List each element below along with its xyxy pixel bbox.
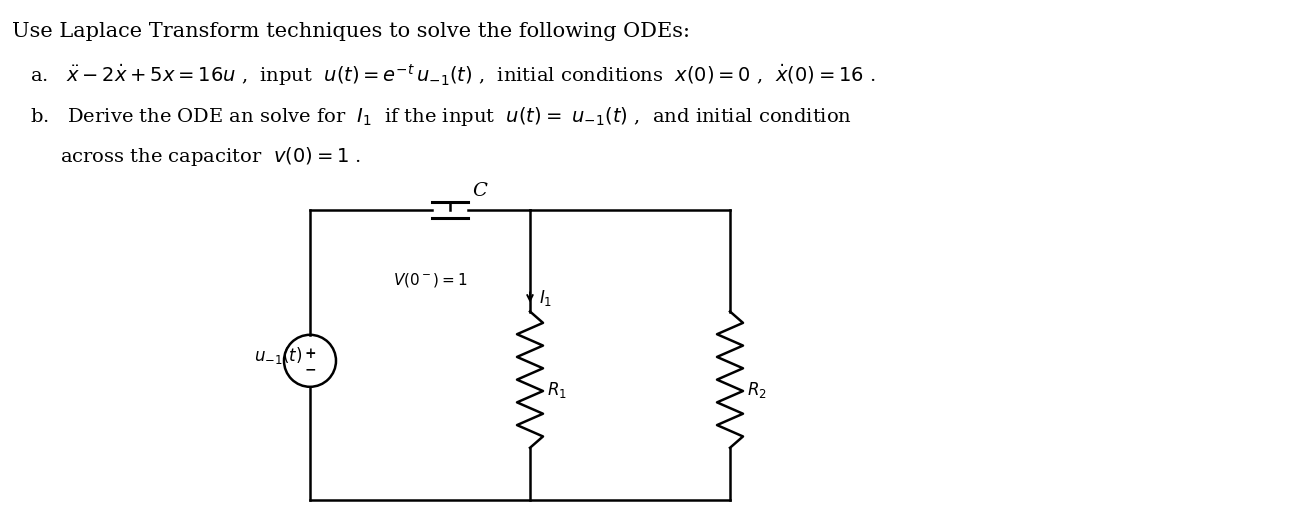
Text: −: − — [305, 363, 315, 377]
Text: C: C — [472, 182, 486, 200]
Text: b.   Derive the ODE an solve for  $I_1$  if the input  $u(t) =\ u_{-1}(t)$ ,  an: b. Derive the ODE an solve for $I_1$ if … — [30, 105, 852, 128]
Text: $u_{-1}(t)$: $u_{-1}(t)$ — [254, 345, 302, 366]
Text: $R_2$: $R_2$ — [747, 380, 767, 399]
Text: Use Laplace Transform techniques to solve the following ODEs:: Use Laplace Transform techniques to solv… — [12, 22, 690, 41]
Text: $R_1$: $R_1$ — [547, 380, 567, 399]
Text: $V(0^-)=1$: $V(0^-)=1$ — [393, 271, 467, 289]
Text: +: + — [305, 347, 315, 361]
Text: across the capacitor  $v(0) = 1$ .: across the capacitor $v(0) = 1$ . — [60, 145, 361, 168]
Text: $I_1$: $I_1$ — [540, 287, 553, 307]
Text: a.   $\ddot{x} - 2\dot{x} + 5x = 16u$ ,  input  $u(t) = e^{-t}\, u_{-1}(t)$ ,  i: a. $\ddot{x} - 2\dot{x} + 5x = 16u$ , in… — [30, 62, 875, 88]
